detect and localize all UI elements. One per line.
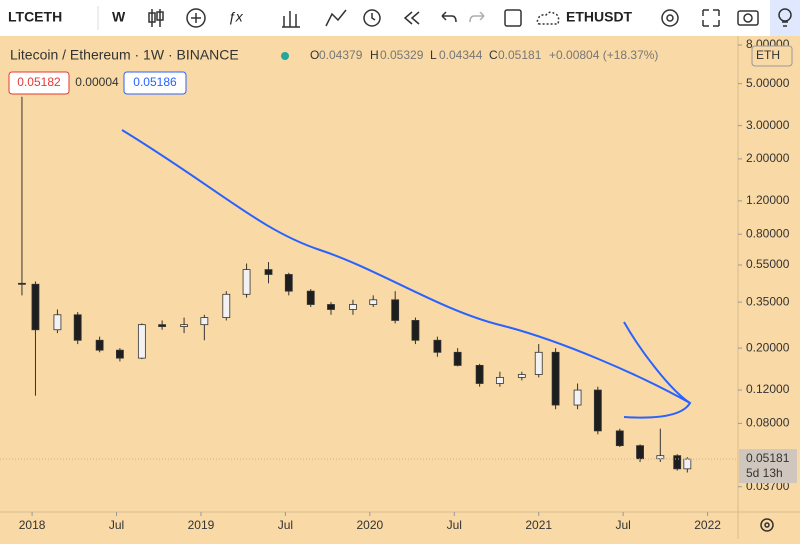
currency-button[interactable] [751, 45, 793, 67]
candle-body [475, 365, 484, 384]
x-tick-label: 2018 [19, 518, 46, 532]
countdown: 5d 13h [746, 466, 783, 480]
x-tick-label: 2020 [356, 518, 383, 532]
toolbar: LTCETH W ƒx ETHUSDT [0, 0, 800, 36]
y-tick-label: 0.35000 [746, 294, 790, 308]
candle-body [636, 445, 644, 460]
x-tick-label: Jul [278, 518, 293, 532]
candle-body [673, 455, 682, 470]
y-tick-label: 0.20000 [746, 340, 790, 354]
last-price-box [739, 449, 797, 484]
currency[interactable]: ETH [756, 48, 780, 62]
buy-price[interactable]: 0.05186 [133, 75, 177, 89]
candle-body [327, 304, 335, 310]
ideas-icon[interactable] [778, 8, 792, 27]
sell-price[interactable]: 0.05182 [17, 75, 61, 89]
candle-body [158, 324, 167, 327]
candle-body [573, 389, 582, 406]
candle-body [683, 458, 692, 470]
buy-button[interactable] [123, 71, 187, 95]
candle-body [180, 324, 188, 327]
x-tick-label: Jul [615, 518, 630, 532]
undo-icon[interactable] [441, 11, 457, 23]
order-panel: 0.05182 0.00004 0.05186 [8, 71, 187, 95]
candle-body [369, 299, 378, 305]
candle-body [593, 389, 602, 432]
redo-icon[interactable] [469, 11, 485, 23]
legend-o: O [310, 48, 319, 62]
candle-body [349, 304, 357, 310]
legend-open: 0.04379 [319, 48, 363, 62]
rewind-icon[interactable] [403, 11, 420, 25]
legend: Litecoin / Ethereum · 1W · BINANCE O 0.0… [10, 47, 658, 63]
status-dot [281, 52, 289, 60]
candle-body [73, 314, 82, 341]
candle-body [18, 282, 26, 285]
chart-type-icon[interactable] [148, 9, 164, 27]
candle-body [264, 269, 273, 275]
last-price: 0.05181 [746, 451, 790, 465]
legend-h: H [370, 48, 379, 62]
ideas-button-bg[interactable] [770, 0, 800, 36]
screenshot-icon[interactable] [737, 10, 759, 26]
y-tick-label: 0.12000 [746, 382, 790, 396]
candle-body [242, 269, 251, 295]
candle-body [391, 299, 400, 321]
drawing[interactable] [121, 129, 692, 419]
symbol[interactable]: LTCETH [8, 9, 62, 25]
legend-l: L [430, 48, 437, 62]
x-tick-label: 2021 [525, 518, 552, 532]
candle-body [116, 349, 124, 359]
legend-title: Litecoin / Ethereum · 1W · BINANCE [10, 47, 239, 63]
y-tick-label: 2.00000 [746, 151, 790, 165]
y-tick-label: 5.00000 [746, 76, 790, 90]
candle-body [534, 351, 543, 375]
layout-icon[interactable] [504, 9, 522, 27]
x-tick-label: Jul [109, 518, 124, 532]
fullscreen-icon[interactable] [702, 9, 720, 27]
legend-high: 0.05329 [380, 48, 424, 62]
axis-settings-icon[interactable] [760, 518, 774, 532]
x-tick-label: 2019 [188, 518, 215, 532]
candle-body [656, 455, 665, 460]
legend-low: 0.04344 [439, 48, 483, 62]
candle-body [517, 374, 526, 378]
y-tick-label: 1.20000 [746, 193, 790, 207]
candle-body [31, 283, 40, 331]
y-tick-label: 0.08000 [746, 416, 790, 430]
x-tick-label: 2022 [694, 518, 721, 532]
indicators-icon[interactable]: ƒx [228, 9, 244, 25]
candle-body [284, 274, 293, 292]
alert-icon[interactable] [363, 9, 381, 27]
templates-icon[interactable] [282, 11, 300, 28]
spread: 0.00004 [75, 75, 119, 89]
sell-button[interactable] [8, 71, 70, 95]
candle-body [222, 293, 231, 318]
candle-body [615, 430, 624, 447]
candle-body [53, 314, 62, 331]
compare-icon[interactable] [186, 8, 206, 28]
candle-body [95, 339, 104, 351]
interval[interactable]: W [112, 9, 126, 25]
candle-body [306, 290, 315, 305]
candle-body [453, 351, 462, 366]
y-tick-label: 3.00000 [746, 118, 790, 132]
candle-body [433, 339, 442, 353]
candle-body [137, 324, 146, 359]
compare-symbol[interactable]: ETHUSDT [566, 9, 633, 25]
legend-c: C [489, 48, 498, 62]
candle-body [200, 317, 209, 326]
legend-change: +0.00804 (+18.37%) [549, 48, 658, 62]
replay-icon[interactable] [325, 9, 347, 27]
y-tick-label: 0.80000 [746, 226, 790, 240]
y-tick-label: 0.55000 [746, 257, 790, 271]
x-tick-label: Jul [447, 518, 462, 532]
legend-close: 0.05181 [498, 48, 542, 62]
cloud-icon[interactable] [536, 11, 560, 25]
candle-body [495, 376, 504, 384]
candle-body [411, 320, 420, 341]
candle-body [551, 351, 560, 406]
settings-icon[interactable] [661, 9, 679, 27]
